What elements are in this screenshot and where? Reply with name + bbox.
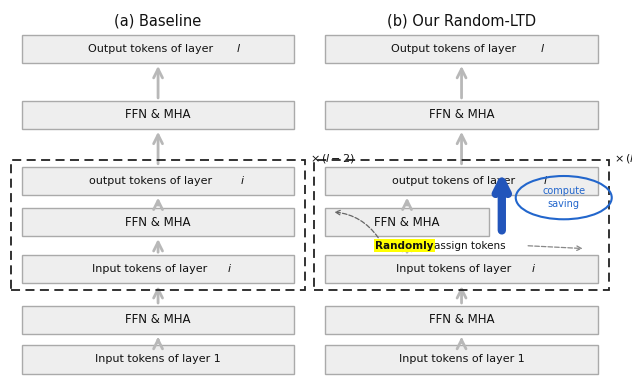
Text: i: i — [240, 176, 243, 186]
Text: Randomly: Randomly — [375, 241, 434, 251]
Bar — [21, 101, 295, 129]
Bar — [314, 160, 609, 290]
Bar — [325, 35, 598, 63]
Bar — [325, 208, 489, 236]
Text: assign tokens: assign tokens — [434, 241, 506, 251]
Text: Output tokens of layer: Output tokens of layer — [391, 44, 520, 54]
Bar — [325, 306, 598, 334]
Text: (b) Our Random-LTD: (b) Our Random-LTD — [387, 13, 536, 28]
Bar — [325, 345, 598, 374]
Bar — [21, 35, 295, 63]
Text: FFN & MHA: FFN & MHA — [374, 215, 440, 228]
Text: compute: compute — [542, 186, 585, 196]
Text: Input tokens of layer 1: Input tokens of layer 1 — [95, 354, 221, 364]
Text: i: i — [228, 264, 231, 274]
Text: Output tokens of layer: Output tokens of layer — [88, 44, 216, 54]
Bar — [21, 167, 295, 195]
Text: Input tokens of layer 1: Input tokens of layer 1 — [399, 354, 525, 364]
Bar — [21, 255, 295, 283]
Text: FFN & MHA: FFN & MHA — [125, 215, 191, 228]
Bar — [21, 345, 295, 374]
Text: Input tokens of layer: Input tokens of layer — [396, 264, 514, 274]
Text: i: i — [532, 264, 534, 274]
Text: output tokens of layer: output tokens of layer — [88, 176, 215, 186]
Bar — [325, 167, 598, 195]
Text: FFN & MHA: FFN & MHA — [428, 313, 494, 326]
Text: FFN & MHA: FFN & MHA — [125, 313, 191, 326]
Text: $\times\,(\mathit{l}-2)$: $\times\,(\mathit{l}-2)$ — [614, 152, 632, 166]
Text: i: i — [544, 176, 547, 186]
Text: FFN & MHA: FFN & MHA — [428, 108, 494, 121]
Bar — [11, 160, 305, 290]
Text: l: l — [540, 44, 544, 54]
Bar — [325, 255, 598, 283]
Text: FFN & MHA: FFN & MHA — [125, 108, 191, 121]
Text: saving: saving — [548, 199, 580, 209]
Text: (a) Baseline: (a) Baseline — [114, 13, 202, 28]
Bar — [21, 208, 295, 236]
Text: $\times\,(\mathit{l}-2)$: $\times\,(\mathit{l}-2)$ — [310, 152, 355, 166]
Text: output tokens of layer: output tokens of layer — [392, 176, 519, 186]
Bar — [21, 306, 295, 334]
Bar — [325, 101, 598, 129]
Bar — [374, 239, 435, 252]
Text: l: l — [237, 44, 240, 54]
Text: Input tokens of layer: Input tokens of layer — [92, 264, 211, 274]
